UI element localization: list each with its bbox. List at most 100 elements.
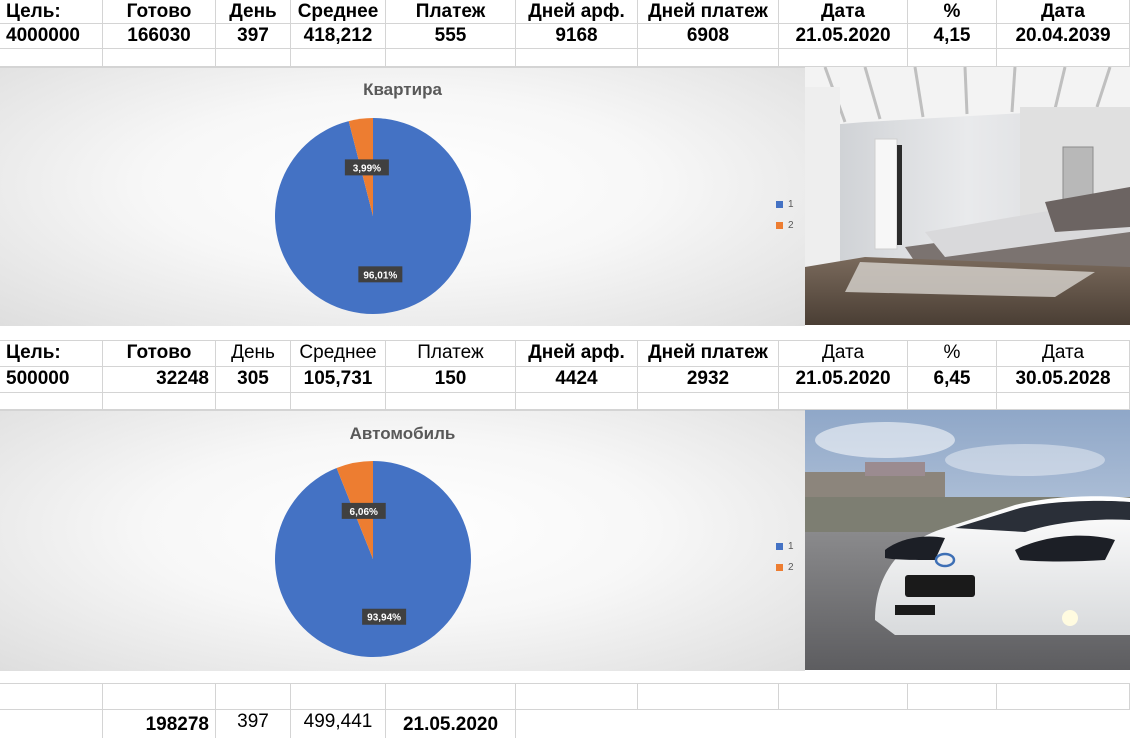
svg-text:93,94%: 93,94% xyxy=(367,613,401,624)
summary-date[interactable]: 21.05.2020 xyxy=(386,710,516,738)
header-average[interactable]: Среднее xyxy=(291,0,386,24)
value-days-payment[interactable]: 2932 xyxy=(638,367,779,393)
empty-cell[interactable] xyxy=(386,684,516,710)
empty-cell[interactable] xyxy=(103,49,216,67)
empty-cell[interactable] xyxy=(516,393,638,410)
empty-cell[interactable] xyxy=(386,393,516,410)
value-day[interactable]: 397 xyxy=(216,24,291,49)
header-ready[interactable]: Готово xyxy=(103,0,216,24)
data-label-2: 6,06% xyxy=(341,502,386,519)
header-payment[interactable]: Платеж xyxy=(386,0,516,24)
value-percent[interactable]: 4,15 xyxy=(908,24,997,49)
header-date-end[interactable]: Дата xyxy=(997,341,1130,367)
value-day[interactable]: 305 xyxy=(216,367,291,393)
value-average[interactable]: 105,731 xyxy=(291,367,386,393)
value-percent[interactable]: 6,45 xyxy=(908,367,997,393)
legend-item-1[interactable]: 1 xyxy=(776,536,794,557)
empty-cell[interactable] xyxy=(997,393,1130,410)
legend-swatch xyxy=(776,222,783,229)
empty-cell[interactable] xyxy=(997,49,1130,67)
chart-car[interactable]: Автомобиль 93,94% 6,06% 1 2 xyxy=(0,410,805,671)
svg-text:96,01%: 96,01% xyxy=(363,270,397,281)
empty-cell[interactable] xyxy=(638,393,779,410)
chart-title: Автомобиль xyxy=(349,424,456,443)
value-days-arf[interactable]: 4424 xyxy=(516,367,638,393)
empty-cell[interactable] xyxy=(291,49,386,67)
empty-area[interactable] xyxy=(516,710,1130,738)
svg-text:3,99%: 3,99% xyxy=(353,163,381,174)
header-average[interactable]: Среднее xyxy=(291,341,386,367)
empty-cell[interactable] xyxy=(0,684,103,710)
value-goal[interactable]: 4000000 xyxy=(0,24,103,49)
table1-header-row: Цель: Готово День Среднее Платеж Дней ар… xyxy=(0,0,1130,24)
legend-item-2[interactable]: 2 xyxy=(776,215,794,236)
value-days-arf[interactable]: 9168 xyxy=(516,24,638,49)
summary-ready[interactable]: 198278 xyxy=(103,710,216,738)
empty-cell[interactable] xyxy=(908,393,997,410)
car-photo[interactable] xyxy=(805,410,1130,670)
empty-cell[interactable] xyxy=(0,49,103,67)
empty-cell[interactable] xyxy=(908,684,997,710)
empty-cell[interactable] xyxy=(216,49,291,67)
value-goal[interactable]: 500000 xyxy=(0,367,103,393)
table2-value-row: 500000 32248 305 105,731 150 4424 2932 2… xyxy=(0,367,1130,393)
empty-cell[interactable] xyxy=(779,684,908,710)
empty-cell[interactable] xyxy=(216,393,291,410)
header-days-payment[interactable]: Дней платеж xyxy=(638,341,779,367)
chart-apartment[interactable]: Квартира 96,01% 3,99% 1 2 xyxy=(0,67,805,326)
legend-item-1[interactable]: 1 xyxy=(776,194,794,215)
empty-cell[interactable] xyxy=(103,393,216,410)
value-ready[interactable]: 166030 xyxy=(103,24,216,49)
header-day[interactable]: День xyxy=(216,0,291,24)
data-label-2: 3,99% xyxy=(344,159,389,176)
empty-cell[interactable] xyxy=(516,684,638,710)
empty-cell[interactable] xyxy=(291,684,386,710)
header-days-arf[interactable]: Дней арф. xyxy=(516,341,638,367)
empty-cell[interactable] xyxy=(779,49,908,67)
summary-average[interactable]: 499,441 xyxy=(291,710,386,738)
legend-swatch xyxy=(776,564,783,571)
header-goal[interactable]: Цель: xyxy=(0,341,103,367)
empty-cell[interactable] xyxy=(908,49,997,67)
empty-cell[interactable] xyxy=(997,684,1130,710)
value-average[interactable]: 418,212 xyxy=(291,24,386,49)
header-date-end[interactable]: Дата xyxy=(997,0,1130,24)
value-date-end[interactable]: 30.05.2028 xyxy=(997,367,1130,393)
empty-cell[interactable] xyxy=(779,393,908,410)
value-payment[interactable]: 555 xyxy=(386,24,516,49)
header-days-payment[interactable]: Дней платеж xyxy=(638,0,779,24)
header-date[interactable]: Дата xyxy=(779,0,908,24)
summary-day[interactable]: 397 xyxy=(216,710,291,738)
value-payment[interactable]: 150 xyxy=(386,367,516,393)
bedroom-photo[interactable] xyxy=(805,67,1130,325)
empty-cell[interactable] xyxy=(516,49,638,67)
header-payment[interactable]: Платеж xyxy=(386,341,516,367)
value-ready[interactable]: 32248 xyxy=(103,367,216,393)
data-label-1: 93,94% xyxy=(362,608,407,625)
header-ready[interactable]: Готово xyxy=(103,341,216,367)
empty-cell[interactable] xyxy=(0,710,103,738)
table1-value-row: 4000000 166030 397 418,212 555 9168 6908… xyxy=(0,24,1130,49)
header-percent[interactable]: % xyxy=(908,0,997,24)
header-date[interactable]: Дата xyxy=(779,341,908,367)
empty-cell[interactable] xyxy=(291,393,386,410)
empty-cell[interactable] xyxy=(638,49,779,67)
value-date[interactable]: 21.05.2020 xyxy=(779,24,908,49)
empty-cell[interactable] xyxy=(216,684,291,710)
value-days-payment[interactable]: 6908 xyxy=(638,24,779,49)
empty-cell[interactable] xyxy=(638,684,779,710)
empty-cell[interactable] xyxy=(103,684,216,710)
empty-cell[interactable] xyxy=(386,49,516,67)
car-image xyxy=(805,410,1130,670)
legend-swatch xyxy=(776,201,783,208)
legend-item-2[interactable]: 2 xyxy=(776,557,794,578)
header-goal[interactable]: Цель: xyxy=(0,0,103,24)
value-date[interactable]: 21.05.2020 xyxy=(779,367,908,393)
header-day[interactable]: День xyxy=(216,341,291,367)
svg-text:6,06%: 6,06% xyxy=(350,507,378,518)
header-percent[interactable]: % xyxy=(908,341,997,367)
table2-header-row: Цель: Готово День Среднее Платеж Дней ар… xyxy=(0,340,1130,367)
header-days-arf[interactable]: Дней арф. xyxy=(516,0,638,24)
empty-cell[interactable] xyxy=(0,393,103,410)
value-date-end[interactable]: 20.04.2039 xyxy=(997,24,1130,49)
